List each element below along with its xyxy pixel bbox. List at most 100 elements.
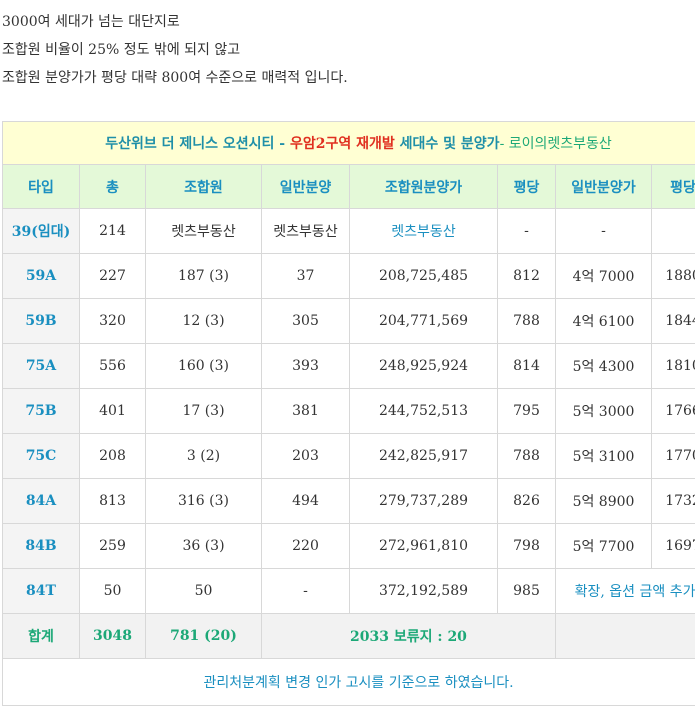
- cell-option-note: 확장, 옵션 금액 추가: [554, 568, 695, 614]
- cell-general-price: 5억 3100: [555, 433, 652, 479]
- cell-member-price: 208,725,485: [349, 253, 498, 299]
- cell-per-pyeong: 798: [497, 523, 556, 569]
- cell-per-pyeong-general: [650, 208, 695, 254]
- cell-members: 50: [145, 568, 262, 614]
- title-part-2: 우암2구역 재개발: [290, 136, 395, 152]
- sum-label: 합계: [2, 613, 80, 659]
- cell-type: 59A: [2, 253, 80, 299]
- cell-member-price: 242,825,917: [349, 433, 498, 479]
- cell-total: 214: [79, 208, 146, 254]
- header-per-pyeong-general: 평당: [650, 164, 695, 209]
- cell-type: 84B: [2, 523, 80, 569]
- cell-general-supply: 203: [261, 433, 350, 479]
- title-part-3: 세대수 및 분양가: [394, 136, 500, 152]
- cell-total: 320: [79, 298, 146, 344]
- cell-general-supply: 305: [261, 298, 350, 344]
- cell-total: 401: [79, 388, 146, 434]
- cell-total: 259: [79, 523, 146, 569]
- table-row: 75B 401 17 (3) 381 244,752,513 795 5억 30…: [2, 388, 695, 434]
- table-sum-row: 합계 3048 781 (20) 2033 보류지 : 20: [2, 613, 695, 659]
- header-type: 타입: [2, 164, 80, 209]
- cell-general-price: 5억 4300: [555, 343, 652, 389]
- cell-type: 84T: [2, 568, 80, 614]
- sum-empty: [554, 613, 695, 659]
- header-general-supply: 일반분양: [261, 164, 350, 209]
- intro-line: 조합원 비율이 25% 정도 밖에 되지 않고: [2, 42, 241, 58]
- table-title-row: 두산위브 더 제니스 오션시티 - 우암2구역 재개발 세대수 및 분양가- 로…: [1, 121, 695, 165]
- cell-per-pyeong: 788: [497, 433, 556, 479]
- cell-type: 39(임대): [2, 208, 80, 254]
- cell-general-supply: 220: [261, 523, 350, 569]
- cell-general-price: 4억 6100: [555, 298, 652, 344]
- cell-members: 187 (3): [145, 253, 262, 299]
- title-part-1: 두산위브 더 제니스 오션시티 -: [105, 136, 290, 152]
- cell-member-price: 244,752,513: [349, 388, 498, 434]
- cell-general-supply: 393: [261, 343, 350, 389]
- cell-per-pyeong: 788: [497, 298, 556, 344]
- cell-per-pyeong-general: 1810: [650, 343, 695, 389]
- cell-members: 17 (3): [145, 388, 262, 434]
- table-row: 84B 259 36 (3) 220 272,961,810 798 5억 77…: [2, 523, 695, 569]
- cell-per-pyeong: 985: [497, 568, 556, 614]
- table-row: 59B 320 12 (3) 305 204,771,569 788 4억 61…: [2, 298, 695, 344]
- cell-member-price: 248,925,924: [349, 343, 498, 389]
- cell-type: 75A: [2, 343, 80, 389]
- header-member-price: 조합원분양가: [349, 164, 498, 209]
- cell-member-price: 렛츠부동산: [349, 208, 498, 254]
- header-total: 총: [79, 164, 146, 209]
- intro-text: 3000여 세대가 넘는 대단지로 조합원 비율이 25% 정도 밖에 되지 않…: [2, 8, 692, 92]
- table-footnote-row: 관리처분계획 변경 인가 고시를 기준으로 하였습니다.: [1, 658, 695, 706]
- cell-total: 50: [79, 568, 146, 614]
- cell-member-price: 272,961,810: [349, 523, 498, 569]
- cell-general-supply: -: [261, 568, 350, 614]
- cell-general-price: 5억 7700: [555, 523, 652, 569]
- cell-per-pyeong-general: 1880: [650, 253, 695, 299]
- cell-general-supply: 37: [261, 253, 350, 299]
- cell-member-price: 279,737,289: [349, 478, 498, 524]
- cell-general-supply: 381: [261, 388, 350, 434]
- cell-general-price: 5억 3000: [555, 388, 652, 434]
- cell-members: 3 (2): [145, 433, 262, 479]
- cell-general-supply: 렛츠부동산: [261, 208, 350, 254]
- cell-general-supply: 494: [261, 478, 350, 524]
- title-part-4: - 로이의렛츠부동산: [499, 136, 612, 152]
- header-members: 조합원: [145, 164, 262, 209]
- cell-per-pyeong-general: 1766: [650, 388, 695, 434]
- table-row-84t: 84T 50 50 - 372,192,589 985 확장, 옵션 금액 추가: [2, 568, 695, 614]
- cell-members: 160 (3): [145, 343, 262, 389]
- cell-member-price: 204,771,569: [349, 298, 498, 344]
- cell-per-pyeong-general: 1732: [650, 478, 695, 524]
- cell-total: 208: [79, 433, 146, 479]
- table-footnote: 관리처분계획 변경 인가 고시를 기준으로 하였습니다.: [1, 658, 695, 706]
- cell-general-price: -: [555, 208, 652, 254]
- header-per-pyeong: 평당: [497, 164, 556, 209]
- cell-per-pyeong-general: 1770: [650, 433, 695, 479]
- table-title: 두산위브 더 제니스 오션시티 - 우암2구역 재개발 세대수 및 분양가- 로…: [1, 121, 695, 165]
- cell-type: 75B: [2, 388, 80, 434]
- cell-member-price: 372,192,589: [349, 568, 498, 614]
- cell-general-price: 4억 7000: [555, 253, 652, 299]
- sum-members: 781 (20): [145, 613, 262, 659]
- cell-members: 36 (3): [145, 523, 262, 569]
- cell-per-pyeong: 795: [497, 388, 556, 434]
- intro-line: 3000여 세대가 넘는 대단지로: [2, 14, 180, 30]
- cell-general-price: 5억 8900: [555, 478, 652, 524]
- cell-per-pyeong-general: 1697: [650, 523, 695, 569]
- table-row: 75C 208 3 (2) 203 242,825,917 788 5억 310…: [2, 433, 695, 479]
- table-row: 59A 227 187 (3) 37 208,725,485 812 4억 70…: [2, 253, 695, 299]
- cell-total: 556: [79, 343, 146, 389]
- cell-total: 227: [79, 253, 146, 299]
- sum-general-note: 2033 보류지 : 20: [261, 613, 556, 659]
- cell-type: 75C: [2, 433, 80, 479]
- cell-per-pyeong: 814: [497, 343, 556, 389]
- sum-total: 3048: [79, 613, 146, 659]
- cell-members: 316 (3): [145, 478, 262, 524]
- cell-per-pyeong: 826: [497, 478, 556, 524]
- cell-members: 렛츠부동산: [145, 208, 262, 254]
- cell-per-pyeong-general: 1844: [650, 298, 695, 344]
- cell-per-pyeong: 812: [497, 253, 556, 299]
- cell-total: 813: [79, 478, 146, 524]
- table-row: 75A 556 160 (3) 393 248,925,924 814 5억 4…: [2, 343, 695, 389]
- table-row: 39(임대) 214 렛츠부동산 렛츠부동산 렛츠부동산 - -: [2, 208, 695, 254]
- table-row: 84A 813 316 (3) 494 279,737,289 826 5억 8…: [2, 478, 695, 524]
